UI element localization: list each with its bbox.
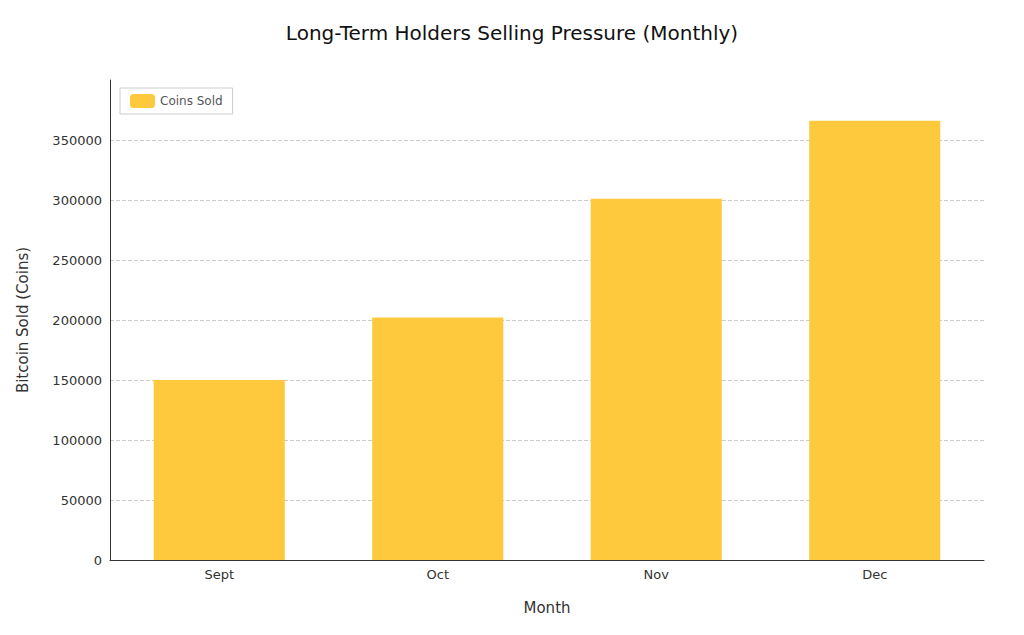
svg-text:Month: Month [523, 599, 570, 617]
svg-text:100000: 100000 [52, 433, 102, 448]
svg-text:Bitcoin Sold (Coins): Bitcoin Sold (Coins) [14, 247, 32, 393]
svg-text:Oct: Oct [427, 567, 449, 582]
svg-text:150000: 150000 [52, 373, 102, 388]
svg-text:0: 0 [94, 553, 102, 568]
svg-text:250000: 250000 [52, 253, 102, 268]
svg-text:350000: 350000 [52, 133, 102, 148]
svg-text:300000: 300000 [52, 193, 102, 208]
svg-text:Nov: Nov [644, 567, 670, 582]
svg-text:Long-Term Holders Selling Pres: Long-Term Holders Selling Pressure (Mont… [286, 21, 738, 45]
svg-text:Dec: Dec [862, 567, 887, 582]
svg-text:200000: 200000 [52, 313, 102, 328]
svg-text:50000: 50000 [61, 493, 102, 508]
svg-text:Sept: Sept [204, 567, 234, 582]
svg-text:Coins Sold: Coins Sold [160, 94, 223, 108]
